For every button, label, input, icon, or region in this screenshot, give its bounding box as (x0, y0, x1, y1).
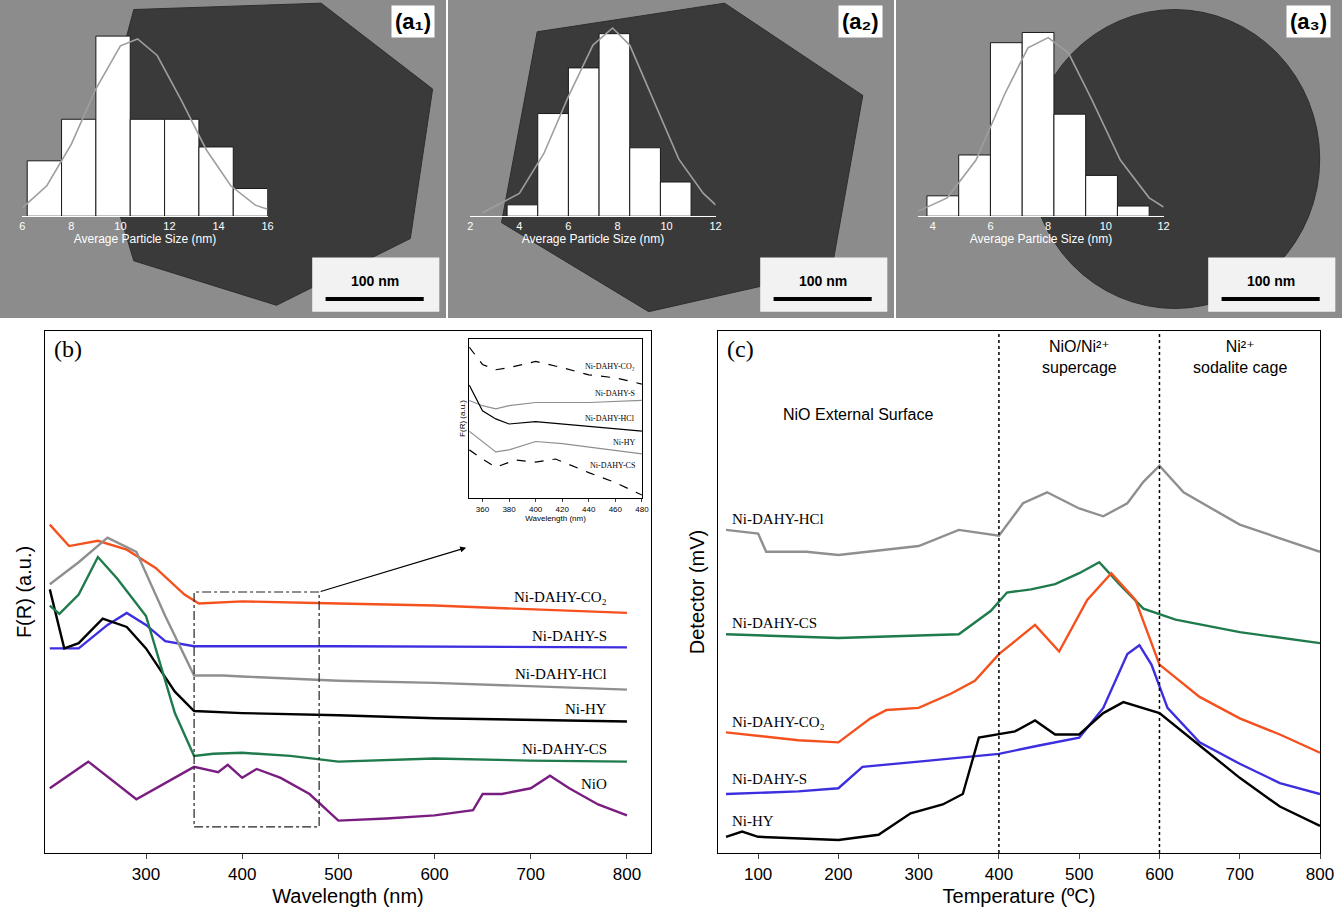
svg-text:Ni-DAHY-CS: Ni-DAHY-CS (732, 615, 817, 631)
svg-text:Average Particle Size (nm): Average Particle Size (nm) (522, 232, 665, 246)
svg-text:F(R) (a.u.): F(R) (a.u.) (13, 546, 35, 638)
svg-text:800: 800 (1306, 865, 1334, 884)
svg-text:Ni-HY: Ni-HY (613, 438, 635, 447)
svg-text:6: 6 (565, 220, 571, 232)
svg-text:600: 600 (420, 865, 448, 884)
svg-text:Ni-HY: Ni-HY (565, 701, 607, 717)
svg-text:Ni-HY: Ni-HY (732, 813, 774, 829)
svg-text:12: 12 (1157, 220, 1169, 232)
svg-text:Ni-DAHY-HCl: Ni-DAHY-HCl (515, 666, 607, 682)
svg-text:200: 200 (824, 865, 852, 884)
svg-text:6: 6 (987, 220, 993, 232)
svg-text:100 nm: 100 nm (351, 273, 399, 289)
svg-text:Wavelength (nm): Wavelength (nm) (525, 514, 586, 523)
svg-text:(a₁): (a₁) (395, 9, 431, 34)
svg-text:(c): (c) (727, 336, 754, 362)
svg-text:Ni-DAHY-S: Ni-DAHY-S (532, 628, 607, 644)
svg-text:(a₂): (a₂) (842, 9, 879, 34)
svg-text:F(R) (a.u.): F(R) (a.u.) (458, 400, 467, 437)
svg-text:NiO External Surface: NiO External Surface (783, 406, 933, 423)
svg-text:NiO/Ni²⁺supercage: NiO/Ni²⁺supercage (1042, 338, 1117, 376)
svg-text:10: 10 (660, 220, 672, 232)
svg-text:500: 500 (324, 865, 352, 884)
svg-text:100 nm: 100 nm (799, 273, 847, 289)
svg-text:460: 460 (609, 505, 623, 514)
svg-text:400: 400 (529, 505, 543, 514)
svg-text:Ni²⁺sodalite cage: Ni²⁺sodalite cage (1193, 338, 1287, 376)
svg-text:Ni-DAHY-S: Ni-DAHY-S (595, 389, 635, 398)
svg-text:Ni-DAHY-CO₂: Ni-DAHY-CO₂ (585, 362, 635, 371)
svg-text:6: 6 (19, 220, 25, 232)
svg-text:Ni-DAHY-CS: Ni-DAHY-CS (590, 461, 635, 470)
svg-text:380: 380 (502, 505, 516, 514)
svg-text:100: 100 (744, 865, 772, 884)
svg-text:600: 600 (1145, 865, 1173, 884)
svg-text:14: 14 (212, 220, 224, 232)
svg-text:300: 300 (132, 865, 160, 884)
svg-text:700: 700 (1226, 865, 1254, 884)
svg-text:(b): (b) (54, 336, 82, 362)
svg-text:12: 12 (163, 220, 175, 232)
svg-text:8: 8 (614, 220, 620, 232)
svg-text:10: 10 (114, 220, 126, 232)
svg-text:440: 440 (582, 505, 596, 514)
svg-text:300: 300 (904, 865, 932, 884)
svg-text:Ni-DAHY-S: Ni-DAHY-S (732, 771, 807, 787)
svg-text:100 nm: 100 nm (1247, 273, 1295, 289)
svg-text:10: 10 (1100, 220, 1112, 232)
svg-text:Average Particle Size (nm): Average Particle Size (nm) (74, 232, 217, 246)
svg-text:Detector (mV): Detector (mV) (686, 530, 708, 654)
svg-text:480: 480 (635, 505, 649, 514)
svg-text:Ni-DAHY-CO₂: Ni-DAHY-CO₂ (732, 714, 825, 730)
svg-text:360: 360 (476, 505, 490, 514)
svg-text:400: 400 (228, 865, 256, 884)
svg-text:700: 700 (517, 865, 545, 884)
svg-text:500: 500 (1065, 865, 1093, 884)
svg-text:NiO: NiO (581, 776, 607, 792)
svg-text:4: 4 (930, 220, 936, 232)
svg-text:Ni-DAHY-CO₂: Ni-DAHY-CO₂ (514, 589, 607, 605)
svg-text:4: 4 (516, 220, 522, 232)
svg-text:2: 2 (467, 220, 473, 232)
svg-text:420: 420 (556, 505, 570, 514)
svg-text:8: 8 (1045, 220, 1051, 232)
svg-text:Wavelength (nm): Wavelength (nm) (272, 885, 424, 907)
svg-text:800: 800 (613, 865, 641, 884)
svg-text:(a₃): (a₃) (1290, 9, 1327, 34)
svg-text:16: 16 (261, 220, 273, 232)
svg-text:Ni-DAHY-CS: Ni-DAHY-CS (522, 741, 607, 757)
svg-text:400: 400 (985, 865, 1013, 884)
svg-text:Average Particle Size (nm): Average Particle Size (nm) (970, 232, 1113, 246)
svg-text:12: 12 (709, 220, 721, 232)
svg-text:Temperature (ºC): Temperature (ºC) (943, 885, 1096, 907)
svg-text:8: 8 (68, 220, 74, 232)
svg-text:Ni-DAHY-HCl: Ni-DAHY-HCl (732, 511, 824, 527)
svg-text:Ni-DAHY-HCl: Ni-DAHY-HCl (585, 414, 635, 423)
